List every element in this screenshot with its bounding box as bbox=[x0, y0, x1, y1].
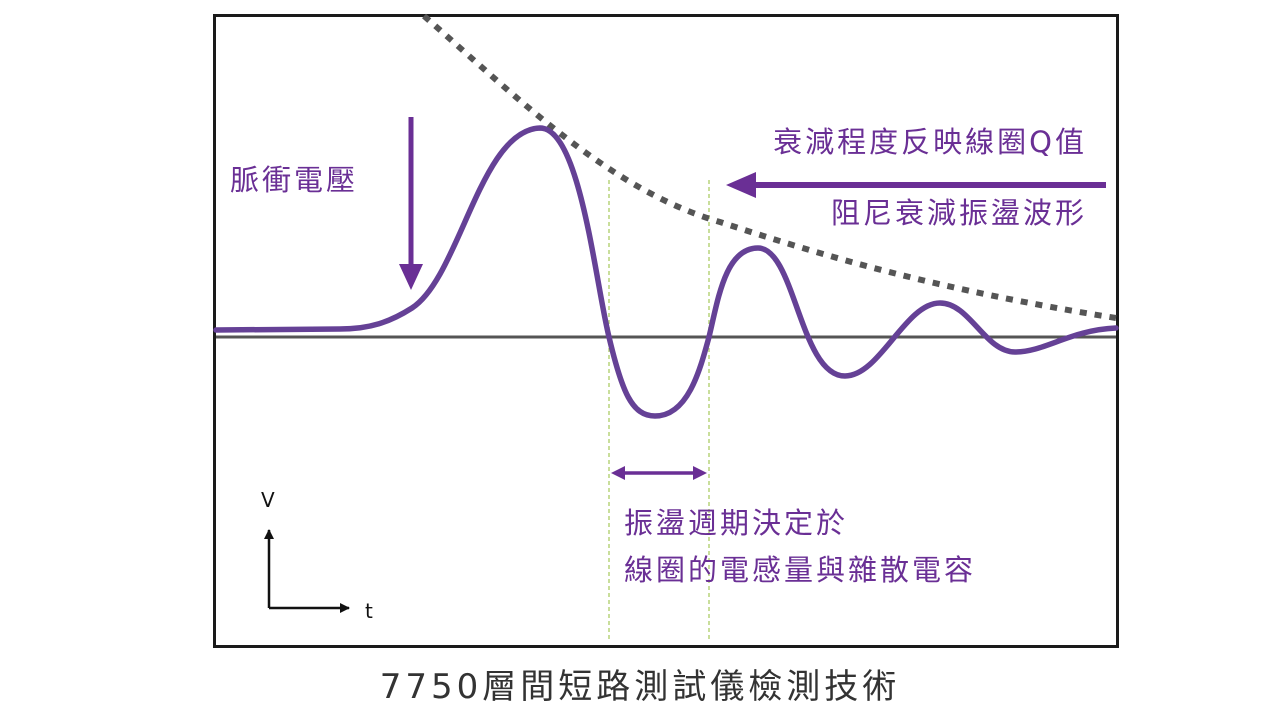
period-double-arrow bbox=[611, 466, 707, 480]
decay-q-label: 衰減程度反映線圈Q值 bbox=[773, 125, 1087, 159]
decay-arrow bbox=[726, 172, 1106, 198]
caption: 7750層間短路測試儀檢測技術 bbox=[379, 667, 901, 707]
damped-waveform bbox=[213, 125, 1119, 419]
axis-indicator bbox=[264, 529, 350, 613]
diagram-frame bbox=[213, 14, 1119, 648]
y-axis-label: V bbox=[261, 488, 275, 512]
period-label-line2: 線圈的電感量與雜散電容 bbox=[624, 553, 977, 587]
pulse-arrow bbox=[399, 117, 423, 290]
x-axis-label: t bbox=[365, 599, 373, 623]
damped-wave-label: 阻尼衰減振盪波形 bbox=[830, 196, 1087, 230]
pulse-voltage-label: 脈衝電壓 bbox=[230, 163, 359, 197]
period-label-line1: 振盪週期決定於 bbox=[624, 506, 849, 540]
decay-envelope bbox=[422, 13, 1117, 321]
